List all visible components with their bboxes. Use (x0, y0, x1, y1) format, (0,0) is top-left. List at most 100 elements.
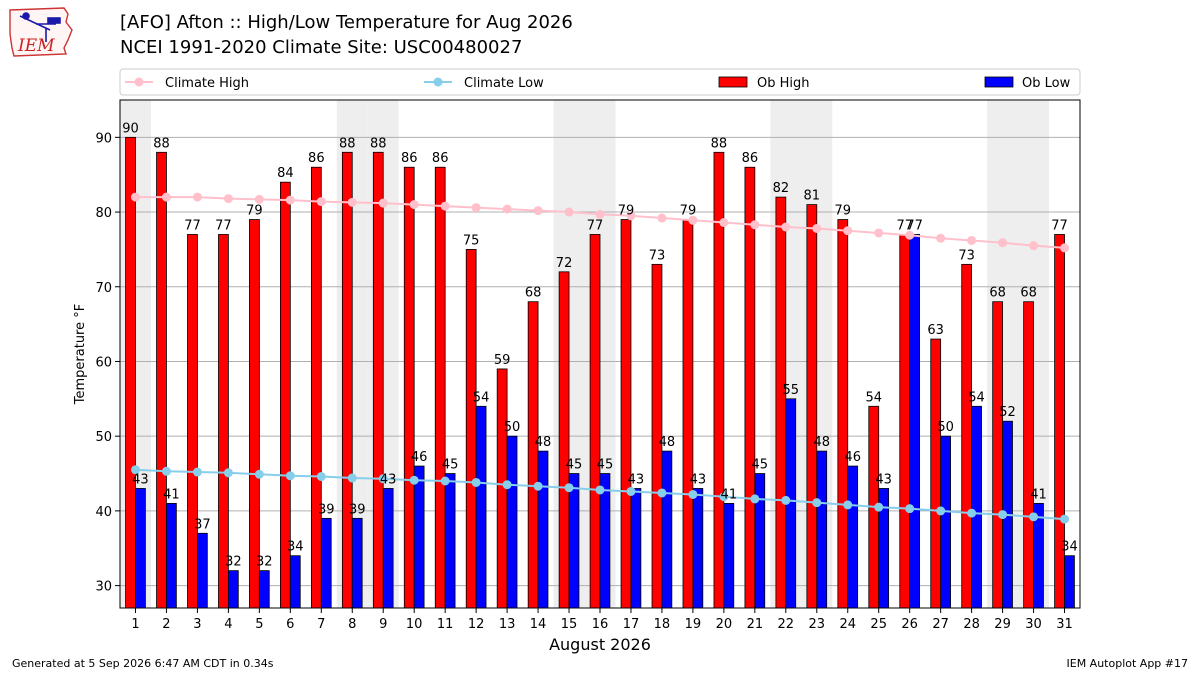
ob-high-label-26: 77 (896, 218, 913, 233)
ob-low-bar-7 (320, 517, 332, 609)
ob-high-bar-28 (961, 263, 973, 609)
x-tick-label-16: 16 (592, 617, 609, 632)
climate-low-point-6 (285, 471, 295, 481)
ob-high-label-21: 86 (742, 151, 759, 166)
climate-high-point-23 (812, 223, 822, 233)
ob-high-bar-14 (527, 301, 539, 609)
climate-high-point-25 (874, 228, 884, 238)
legend-ob-low-label: Ob Low (1022, 76, 1071, 91)
legend-ob-high-label: Ob High (757, 76, 810, 91)
ob-low-label-13: 50 (504, 420, 521, 435)
legend-box (119, 68, 1081, 96)
ob-high-bar-4 (218, 234, 229, 609)
ob-high-label-20: 88 (711, 136, 728, 151)
climate-low-point-10 (409, 475, 419, 485)
ob-low-label-31: 34 (1061, 540, 1078, 555)
climate-high-point-19 (688, 215, 698, 225)
x-tick-label-9: 9 (379, 617, 387, 632)
ob-low-bar-31 (1064, 555, 1075, 609)
climate-high-point-17 (626, 211, 636, 221)
ob-high-bar-5 (249, 219, 260, 609)
ob-high-bar-23 (806, 204, 818, 609)
ob-low-label-25: 43 (875, 472, 892, 487)
ob-high-label-3: 77 (184, 218, 201, 233)
x-tick-label-1: 1 (131, 617, 139, 632)
ob-high-label-31: 77 (1051, 218, 1068, 233)
ob-high-label-6: 84 (277, 166, 294, 181)
legend-ob-high-swatch (718, 76, 748, 88)
ob-high-bar-21 (744, 166, 756, 609)
climate-high-point-5 (254, 194, 264, 204)
ob-high-label-14: 68 (525, 286, 542, 301)
climate-low-point-29 (998, 510, 1008, 520)
x-tick-label-6: 6 (286, 617, 294, 632)
climate-low-point-3 (192, 467, 202, 477)
ob-high-label-1: 90 (122, 121, 139, 136)
ob-low-bar-15 (568, 473, 580, 609)
ob-high-label-24: 79 (835, 204, 852, 219)
ob-low-bar-27 (940, 435, 951, 609)
ob-low-label-22: 55 (782, 383, 799, 398)
ob-low-label-5: 32 (256, 555, 273, 570)
y-tick-label-50: 50 (95, 430, 112, 445)
ob-low-bar-13 (506, 435, 518, 609)
ob-low-bar-5 (258, 570, 270, 609)
ob-high-label-22: 82 (773, 181, 790, 196)
legend-climate-low-label: Climate Low (464, 76, 544, 91)
ob-high-bar-30 (1023, 301, 1034, 609)
climate-high-point-27 (936, 233, 946, 243)
x-tick-label-21: 21 (747, 617, 764, 632)
ob-high-label-13: 59 (494, 353, 511, 368)
ob-high-label-16: 77 (587, 218, 604, 233)
ob-high-bar-8 (341, 151, 353, 609)
ob-low-label-29: 52 (999, 405, 1016, 420)
ob-low-label-27: 50 (937, 420, 954, 435)
legend: Climate High Climate Low Ob High Ob Low (119, 68, 1081, 96)
ob-high-bar-26 (899, 234, 911, 609)
climate-low-point-26 (905, 504, 915, 514)
climate-low-point-1 (130, 465, 140, 475)
climate-high-point-24 (843, 226, 853, 236)
climate-high-point-1 (130, 192, 140, 202)
climate-low-point-18 (657, 488, 667, 498)
chart-subtitle: NCEI 1991-2020 Climate Site: USC00480027 (120, 37, 523, 58)
ob-low-bar-18 (661, 450, 673, 609)
climate-high-point-28 (967, 235, 977, 245)
x-tick-label-4: 4 (224, 617, 232, 632)
climate-high-point-20 (719, 218, 729, 228)
climate-low-point-8 (347, 473, 357, 483)
climate-high-point-7 (316, 197, 326, 207)
ob-high-label-5: 79 (246, 204, 263, 219)
climate-low-point-28 (967, 508, 977, 518)
y-tick-label-80: 80 (95, 206, 112, 221)
x-tick-label-31: 31 (1056, 617, 1073, 632)
ob-low-bar-6 (289, 555, 301, 609)
ob-low-label-6: 34 (287, 540, 304, 555)
climate-low-point-23 (812, 498, 822, 508)
ob-low-label-16: 45 (597, 458, 614, 473)
x-tick-label-29: 29 (994, 617, 1011, 632)
x-tick-label-28: 28 (963, 617, 980, 632)
climate-high-point-3 (192, 192, 202, 202)
y-axis-label: Temperature °F (73, 304, 88, 405)
climate-high-point-30 (1029, 241, 1039, 251)
weather-station-icon (19, 12, 61, 42)
ob-high-label-19: 79 (680, 204, 697, 219)
ob-low-label-18: 48 (659, 435, 676, 450)
ob-low-label-4: 32 (225, 555, 242, 570)
climate-low-point-14 (533, 481, 543, 491)
ob-low-label-11: 45 (442, 458, 459, 473)
iem-logo: IEM (9, 7, 73, 57)
ob-low-label-3: 37 (194, 517, 211, 532)
ob-high-label-30: 68 (1020, 286, 1037, 301)
ob-low-label-7: 39 (318, 502, 335, 517)
ob-low-label-26: 77 (906, 218, 923, 233)
x-tick-label-3: 3 (193, 617, 201, 632)
x-tick-label-22: 22 (778, 617, 795, 632)
footer-generated-text: Generated at 5 Sep 2026 6:47 AM CDT in 0… (12, 657, 274, 670)
climate-low-point-11 (440, 476, 450, 486)
ob-low-label-20: 41 (721, 487, 738, 502)
x-tick-label-15: 15 (561, 617, 578, 632)
ob-low-label-1: 43 (132, 472, 149, 487)
